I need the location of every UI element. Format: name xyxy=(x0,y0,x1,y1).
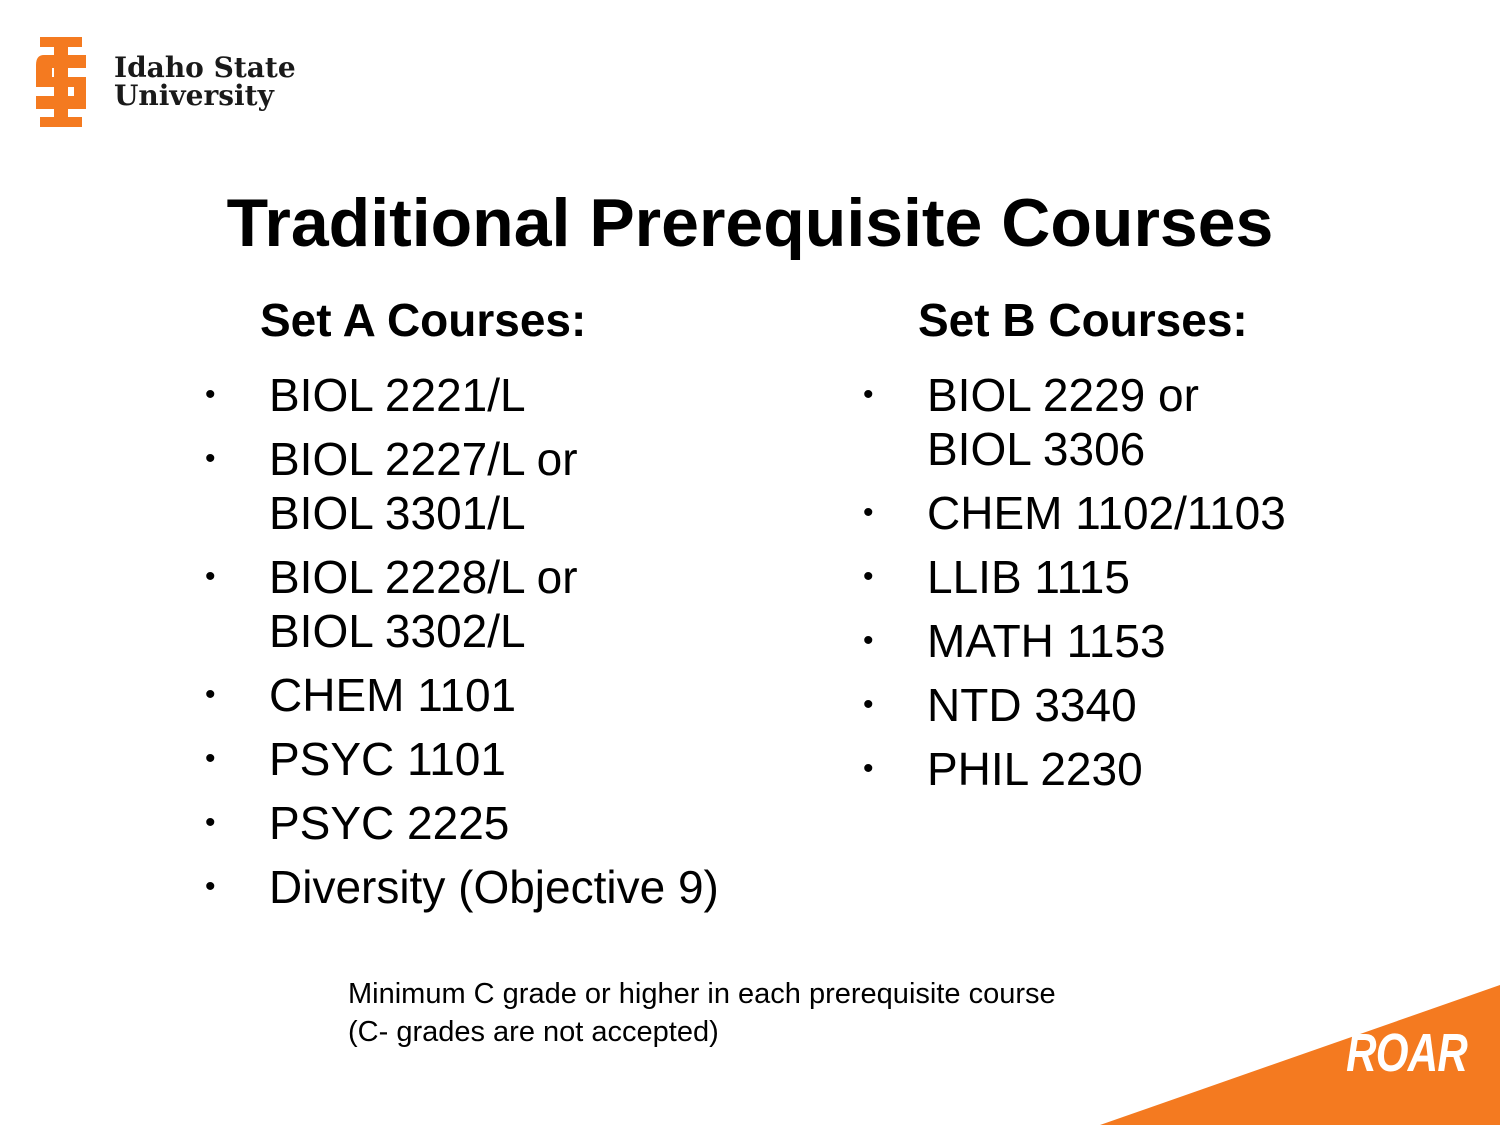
grade-note-line2: (C- grades are not accepted) xyxy=(348,1016,719,1048)
course-list-item: • Diversity (Objective 9) xyxy=(200,860,820,914)
course-list-item: • BIOL 2227/L or BIOL 3301/L xyxy=(200,432,820,540)
university-name-line2: University xyxy=(114,79,274,112)
course-name: BIOL 2227/L or xyxy=(269,433,578,485)
slide-title: Traditional Prerequisite Courses xyxy=(226,185,1274,261)
university-name-line1: Idaho State xyxy=(114,51,296,84)
course-name: BIOL 3306 xyxy=(927,423,1146,475)
course-list-item: • NTD 3340 xyxy=(858,678,1458,732)
bullet-icon: • xyxy=(205,560,216,593)
isu-logo-icon xyxy=(36,37,86,127)
course-name: NTD 3340 xyxy=(927,679,1137,731)
course-name: BIOL 2228/L or xyxy=(269,551,578,603)
bullet-icon: • xyxy=(863,688,874,721)
roar-banner xyxy=(1100,985,1500,1125)
course-name: CHEM 1101 xyxy=(269,669,517,721)
course-list-item: • BIOL 2228/L or BIOL 3302/L xyxy=(200,550,820,658)
course-name: CHEM 1102/1103 xyxy=(927,487,1286,539)
bullet-icon: • xyxy=(205,870,216,903)
course-list-item: • MATH 1153 xyxy=(858,614,1458,668)
grade-note-line1: Minimum C grade or higher in each prereq… xyxy=(348,978,1056,1010)
set-b-list: • BIOL 2229 or BIOL 3306 • CHEM 1102/1103 • LL… xyxy=(858,368,1458,796)
bullet-icon: • xyxy=(205,442,216,475)
university-logo: Idaho State University xyxy=(30,37,296,127)
course-list-item: • BIOL 2221/L xyxy=(200,368,820,422)
course-list-item: • CHEM 1102/1103 xyxy=(858,486,1458,540)
university-name: Idaho State University xyxy=(114,54,296,110)
course-list-item: • CHEM 1101 xyxy=(200,668,820,722)
roar-label: ROAR xyxy=(1346,1023,1468,1083)
course-list-item: • PSYC 2225 xyxy=(200,796,820,850)
grade-note: Minimum C grade or higher in each prereq… xyxy=(348,975,1056,1051)
bullet-icon: • xyxy=(205,806,216,839)
course-name: BIOL 2221/L xyxy=(269,369,526,421)
course-name: BIOL 3302/L xyxy=(269,605,526,657)
course-name: PHIL 2230 xyxy=(927,743,1143,795)
course-name: LLIB 1115 xyxy=(927,551,1130,603)
bullet-icon: • xyxy=(205,742,216,775)
course-name: PSYC 1101 xyxy=(269,733,506,785)
bullet-icon: • xyxy=(863,560,874,593)
course-name: BIOL 2229 or xyxy=(927,369,1199,421)
course-name: Diversity (Objective 9) xyxy=(269,861,719,913)
course-list-item: • BIOL 2229 or BIOL 3306 xyxy=(858,368,1458,476)
set-a-heading: Set A Courses: xyxy=(260,294,587,346)
bullet-icon: • xyxy=(863,752,874,785)
bullet-icon: • xyxy=(205,378,216,411)
roar-banner-shape xyxy=(1100,985,1500,1125)
set-a-list: • BIOL 2221/L • BIOL 2227/L or BIOL 3301/L • B… xyxy=(200,368,820,914)
bullet-icon: • xyxy=(205,678,216,711)
course-list-item: • LLIB 1115 xyxy=(858,550,1458,604)
course-name: MATH 1153 xyxy=(927,615,1166,667)
bullet-icon: • xyxy=(863,496,874,529)
course-name: BIOL 3301/L xyxy=(269,487,526,539)
set-b-column: Set B Courses: • BIOL 2229 or BIOL 3306 • CH… xyxy=(858,292,1458,806)
bullet-icon: • xyxy=(863,378,874,411)
bullet-icon: • xyxy=(863,624,874,657)
set-a-column: Set A Courses: • BIOL 2221/L • BIOL 2227/L … xyxy=(200,292,820,924)
course-list-item: • PHIL 2230 xyxy=(858,742,1458,796)
course-list-item: • PSYC 1101 xyxy=(200,732,820,786)
course-name: PSYC 2225 xyxy=(269,797,510,849)
set-b-heading: Set B Courses: xyxy=(918,294,1248,346)
